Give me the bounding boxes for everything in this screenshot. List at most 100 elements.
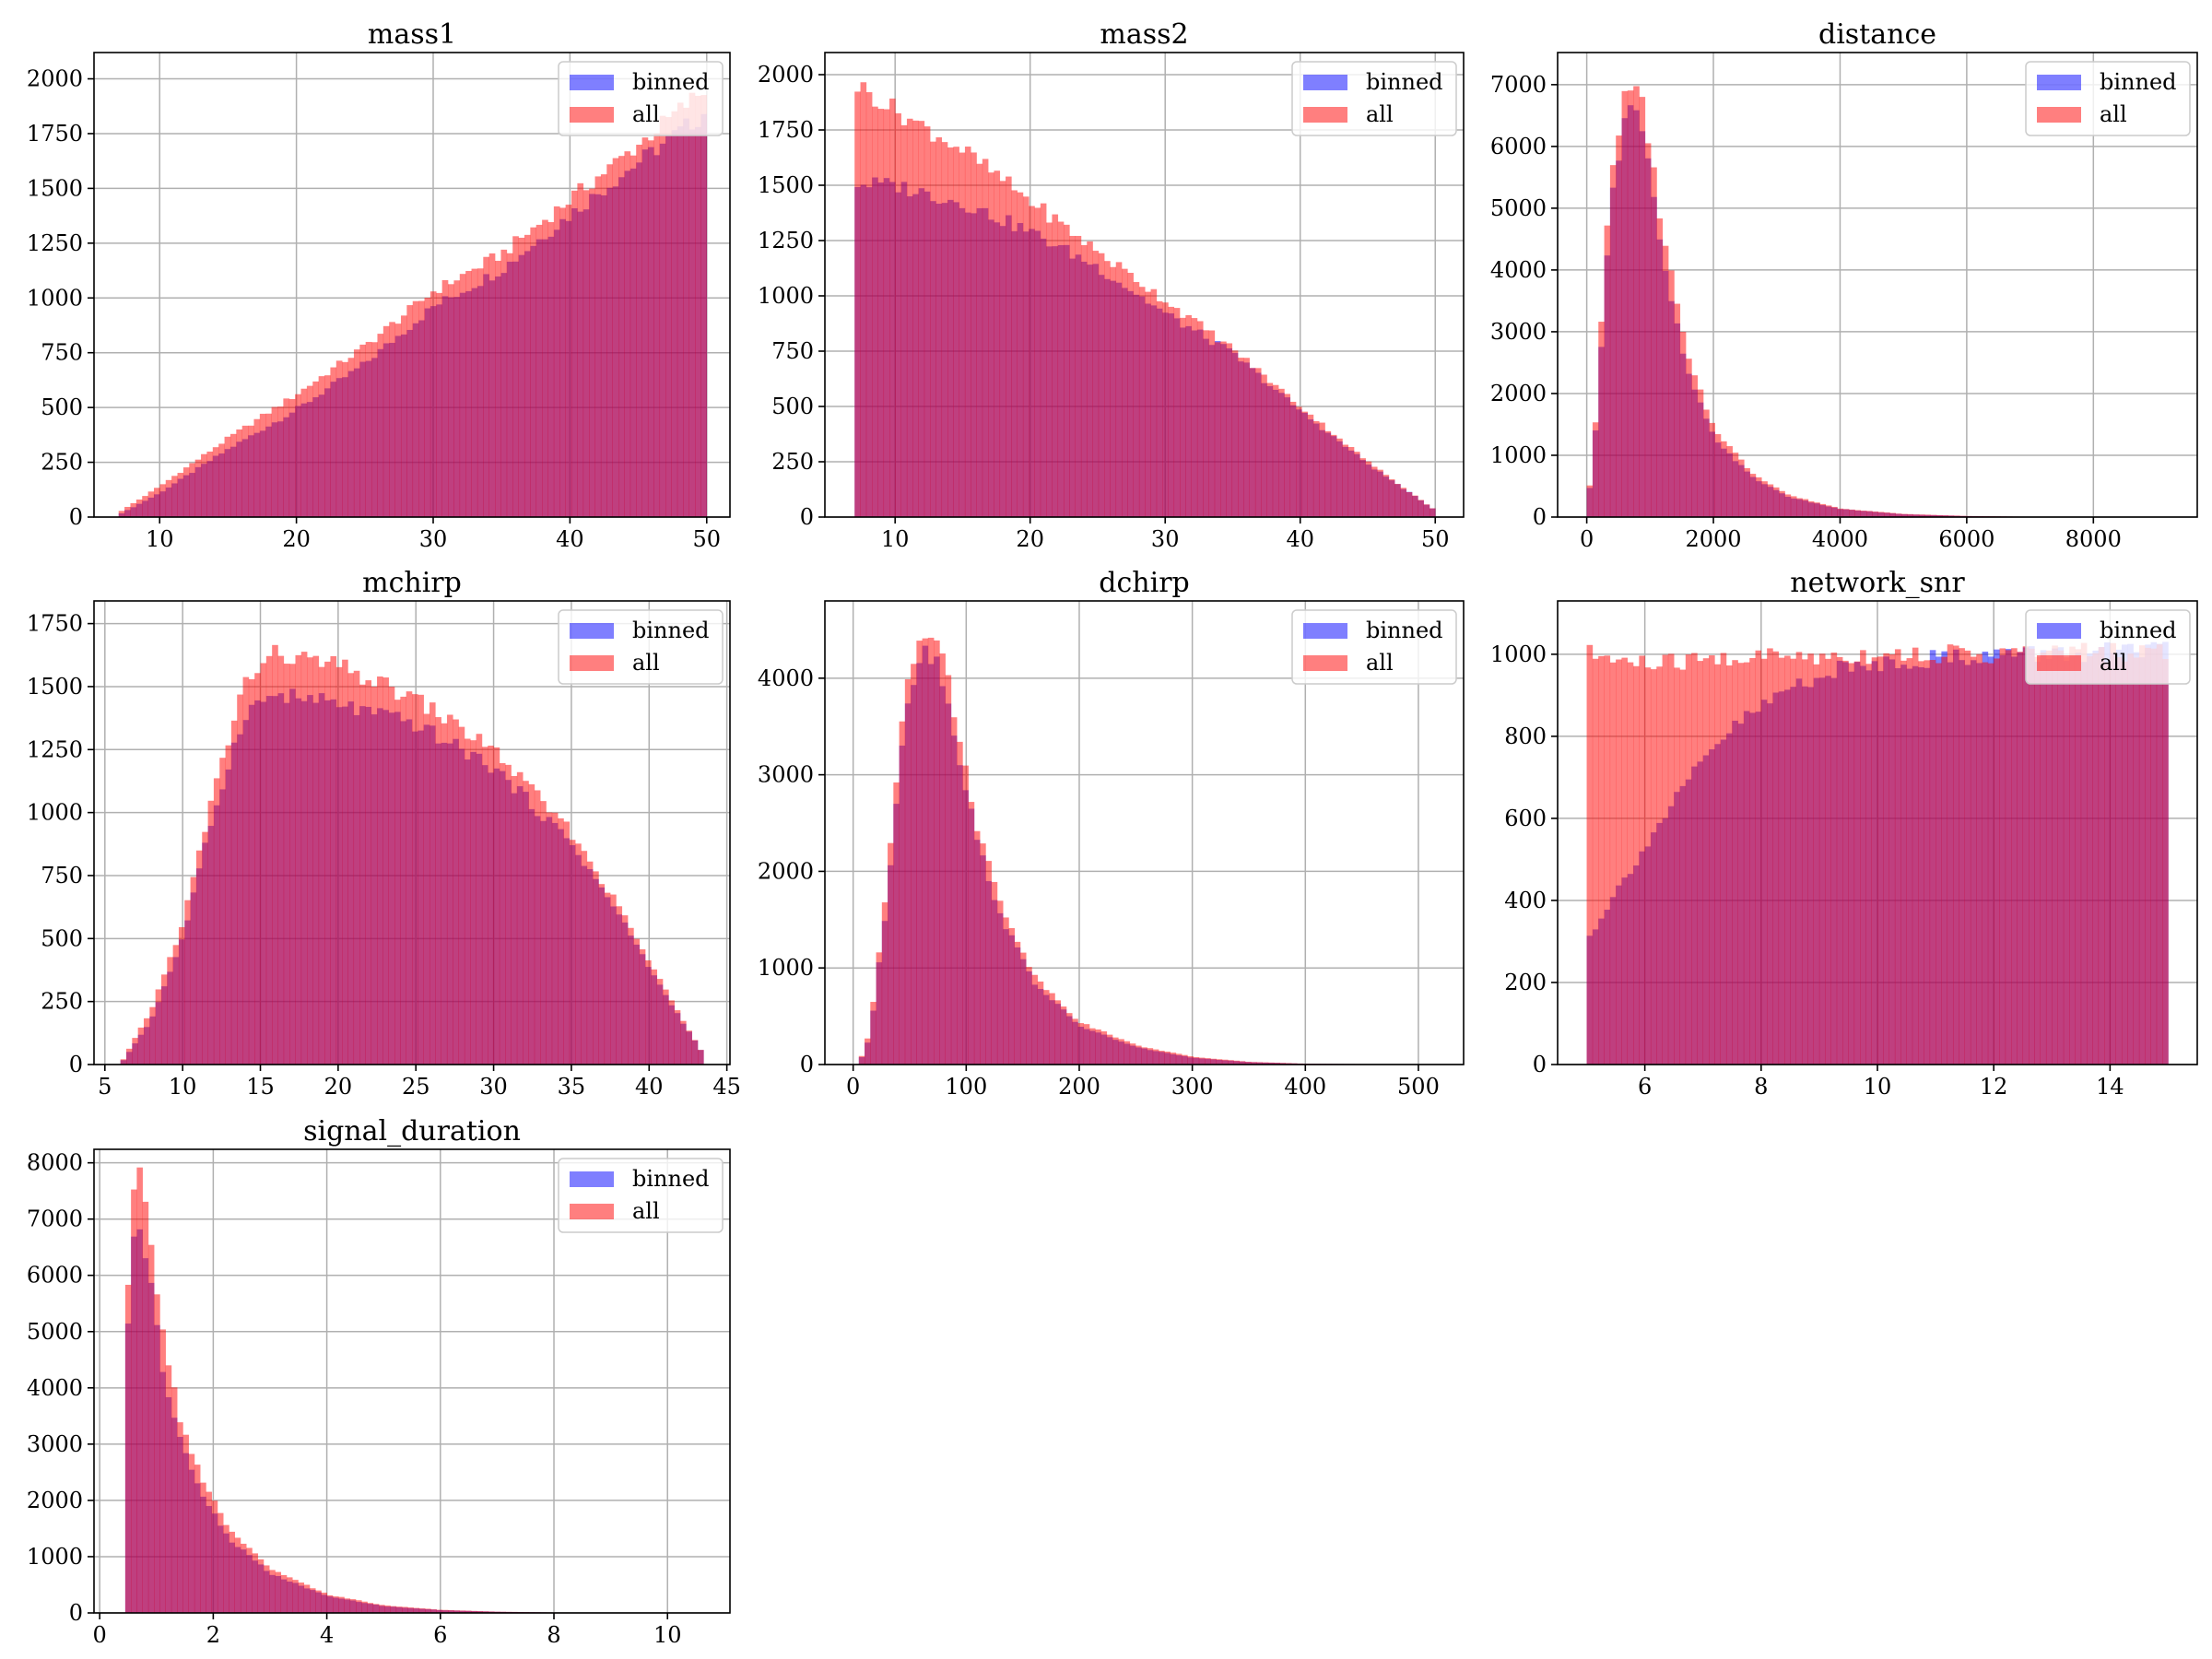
- bar-all: [1616, 659, 1622, 1065]
- y-tick-label: 0: [69, 1052, 83, 1077]
- bar-all: [659, 115, 666, 518]
- bar-all: [1837, 508, 1844, 517]
- bar-all: [1592, 422, 1599, 517]
- bar-all: [1959, 648, 1965, 1065]
- bar-all: [1008, 928, 1015, 1065]
- bar-all: [295, 654, 302, 1065]
- y-tick-label: 6000: [1490, 134, 1547, 159]
- bar-all: [312, 655, 320, 1065]
- x-tick-label: 20: [282, 526, 311, 552]
- bar-all: [1830, 653, 1838, 1065]
- y-tick-label: 8000: [27, 1150, 83, 1176]
- bar-all: [265, 413, 272, 517]
- bar-all: [1266, 382, 1274, 517]
- bar-all: [641, 137, 649, 518]
- bar-all: [347, 358, 355, 517]
- bar-all: [211, 1500, 218, 1613]
- bar-all: [182, 1434, 189, 1613]
- bar-all: [365, 341, 372, 517]
- legend-label-all: all: [632, 101, 660, 127]
- bar-all: [359, 344, 366, 517]
- bar-all: [1138, 287, 1146, 517]
- bar-all: [2069, 646, 2076, 1065]
- bar-all: [1779, 490, 1785, 517]
- bar-all: [924, 126, 931, 517]
- legend-label-binned: binned: [632, 618, 710, 643]
- series-all: [1586, 86, 2171, 518]
- bar-all: [1930, 514, 1937, 517]
- bar-all: [335, 666, 343, 1065]
- bar-all: [518, 237, 525, 517]
- x-tick-label: 0: [846, 1074, 860, 1100]
- x-tick-label: 4000: [1812, 526, 1868, 552]
- bar-all: [303, 1584, 311, 1613]
- legend-swatch-all: [570, 655, 614, 671]
- bar-all: [1080, 244, 1088, 517]
- bar-all: [2052, 645, 2058, 1065]
- legend-label-all: all: [1366, 650, 1394, 676]
- bar-all: [1115, 262, 1123, 517]
- bar-all: [964, 147, 971, 517]
- bar-all: [1598, 322, 1605, 517]
- bar-all: [499, 763, 506, 1065]
- bar-all: [1168, 306, 1175, 517]
- bar-all: [1842, 509, 1850, 517]
- x-tick-label: 30: [1151, 526, 1180, 552]
- x-tick-label: 50: [1421, 526, 1450, 552]
- bar-all: [194, 459, 202, 517]
- bar-all: [1912, 647, 1919, 1065]
- bar-all: [677, 102, 684, 518]
- bar-all: [1831, 506, 1838, 517]
- bar-all: [276, 406, 284, 517]
- x-tick-label: 12: [1980, 1074, 2008, 1100]
- legend-label-all: all: [632, 1198, 660, 1224]
- bar-all: [665, 117, 672, 517]
- axes-frame: [93, 52, 731, 518]
- chart-title: distance: [1818, 18, 1936, 51]
- bar-all: [551, 812, 559, 1065]
- legend-swatch-all: [2037, 655, 2081, 671]
- bar-all: [332, 1596, 339, 1613]
- bar-all: [135, 499, 143, 517]
- bar-all: [957, 741, 963, 1065]
- bar-all: [1918, 661, 1924, 1065]
- bar-all: [488, 746, 494, 1065]
- bar-all: [283, 664, 290, 1065]
- bar-all: [142, 1201, 149, 1613]
- bar-all: [2145, 647, 2151, 1065]
- y-tick-label: 3000: [27, 1431, 83, 1457]
- bar-all: [459, 274, 466, 517]
- legend-swatch-binned: [2037, 75, 2081, 90]
- bar-all: [899, 721, 906, 1065]
- bar-all: [1813, 664, 1820, 1065]
- bar-all: [131, 1189, 137, 1613]
- bar-all: [883, 109, 890, 517]
- y-tick-label: 1000: [27, 1544, 83, 1570]
- bar-all: [524, 234, 531, 517]
- bar-all: [858, 1055, 865, 1065]
- bar-all: [1860, 511, 1867, 517]
- bar-all: [1621, 657, 1629, 1065]
- bar-all: [142, 496, 148, 517]
- bar-all: [149, 1006, 156, 1065]
- legend-swatch-binned: [570, 623, 614, 639]
- bar-all: [1221, 1059, 1229, 1065]
- bar-all: [1709, 422, 1715, 517]
- bar-all: [1031, 974, 1039, 1065]
- bar-all: [1755, 650, 1762, 1065]
- bar-all: [165, 479, 172, 517]
- bar-all: [577, 182, 584, 517]
- bar-all: [269, 1570, 276, 1613]
- bar-all: [1814, 502, 1820, 517]
- bar-all: [436, 292, 442, 517]
- bar-all: [2017, 652, 2024, 1065]
- bar-all: [477, 268, 484, 517]
- x-tick-label: 50: [693, 526, 722, 552]
- bar-all: [1849, 509, 1855, 517]
- bar-all: [446, 714, 453, 1065]
- y-tick-label: 2000: [758, 62, 814, 88]
- bar-all: [1159, 1051, 1165, 1065]
- bar-all: [459, 1610, 466, 1613]
- bar-all: [280, 1574, 288, 1613]
- bar-all: [309, 1588, 316, 1613]
